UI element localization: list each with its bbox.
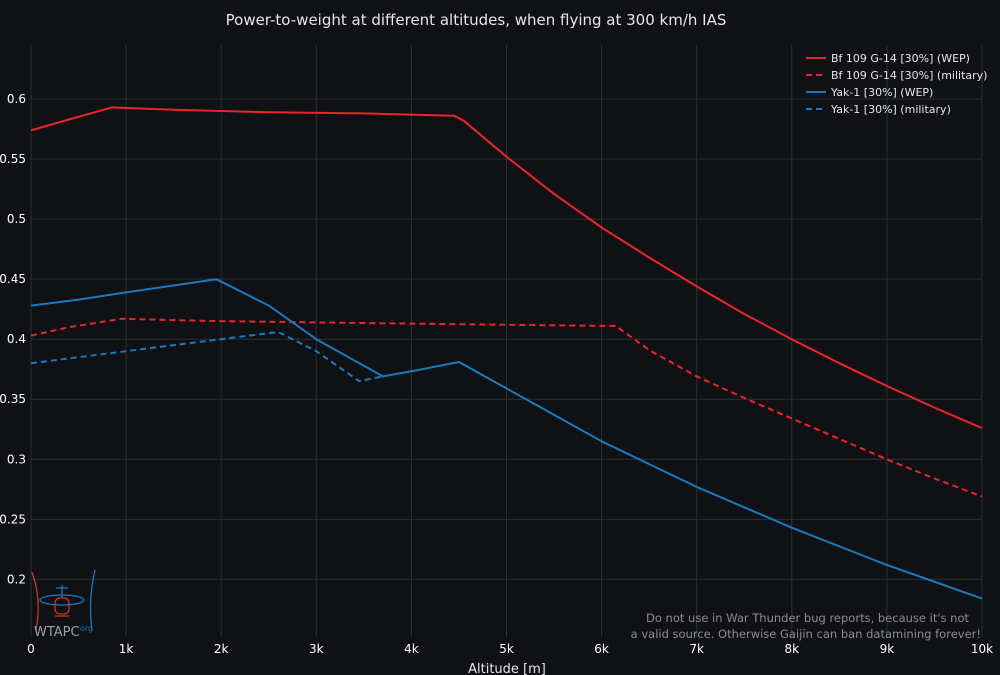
x-tick-label: 2k <box>214 642 229 656</box>
chart-title: Power-to-weight at different altitudes, … <box>226 11 727 29</box>
x-axis-label: Altitude [m] <box>468 662 546 675</box>
x-tick-label: 4k <box>404 642 419 656</box>
x-tick-label: 0 <box>27 642 35 656</box>
x-tick-label: 5k <box>499 642 514 656</box>
series-line-4 <box>30 331 384 383</box>
logo-text: WTAPC <box>34 625 80 640</box>
y-tick-label: 0.4 <box>7 332 26 346</box>
wtapc-logo: WTAPC org <box>31 569 96 640</box>
x-tick-label: 8k <box>785 642 800 656</box>
series-line-2 <box>30 317 983 498</box>
x-tick-label: 3k <box>309 642 324 656</box>
watermark-notice-line1: Do not use in War Thunder bug reports, b… <box>646 611 969 625</box>
series-line-1 <box>30 106 983 430</box>
x-tick-label: 1k <box>119 642 134 656</box>
y-tick-label: 0.45 <box>0 272 26 286</box>
y-tick-label: 0.3 <box>7 452 26 466</box>
x-tick-label: 7k <box>689 642 704 656</box>
x-tick-label: 10k <box>971 642 993 656</box>
legend: Bf 109 G-14 [30%] (WEP) Bf 109 G-14 [30%]… <box>806 52 987 116</box>
watermark-notice-line2: a valid source. Otherwise Gaijin can ban… <box>631 627 981 641</box>
y-tick-label: 0.25 <box>0 512 26 526</box>
x-tick-label: 9k <box>880 642 895 656</box>
legend-entry: Yak-1 [30%] (WEP) <box>830 86 933 99</box>
y-tick-label: 0.6 <box>7 92 26 106</box>
legend-entry: Yak-1 [30%] (military) <box>830 103 951 116</box>
plane-icon <box>31 569 96 631</box>
legend-entry: Bf 109 G-14 [30%] (military) <box>831 69 987 82</box>
y-tick-label: 0.35 <box>0 392 26 406</box>
axes: 0 1k 2k 3k 4k 5k 6k 7k 8k 9k 10k 0.2 0.25 0.3 0.35 0.4 0… <box>0 92 993 656</box>
logo-suffix: org <box>80 624 93 633</box>
grid <box>30 45 983 637</box>
legend-entry: Bf 109 G-14 [30%] (WEP) <box>831 52 970 65</box>
series-line-3 <box>30 278 983 600</box>
series-layer <box>30 106 983 600</box>
y-tick-label: 0.55 <box>0 152 26 166</box>
x-tick-label: 6k <box>594 642 609 656</box>
y-tick-label: 0.5 <box>7 212 26 226</box>
y-tick-label: 0.2 <box>7 572 26 586</box>
